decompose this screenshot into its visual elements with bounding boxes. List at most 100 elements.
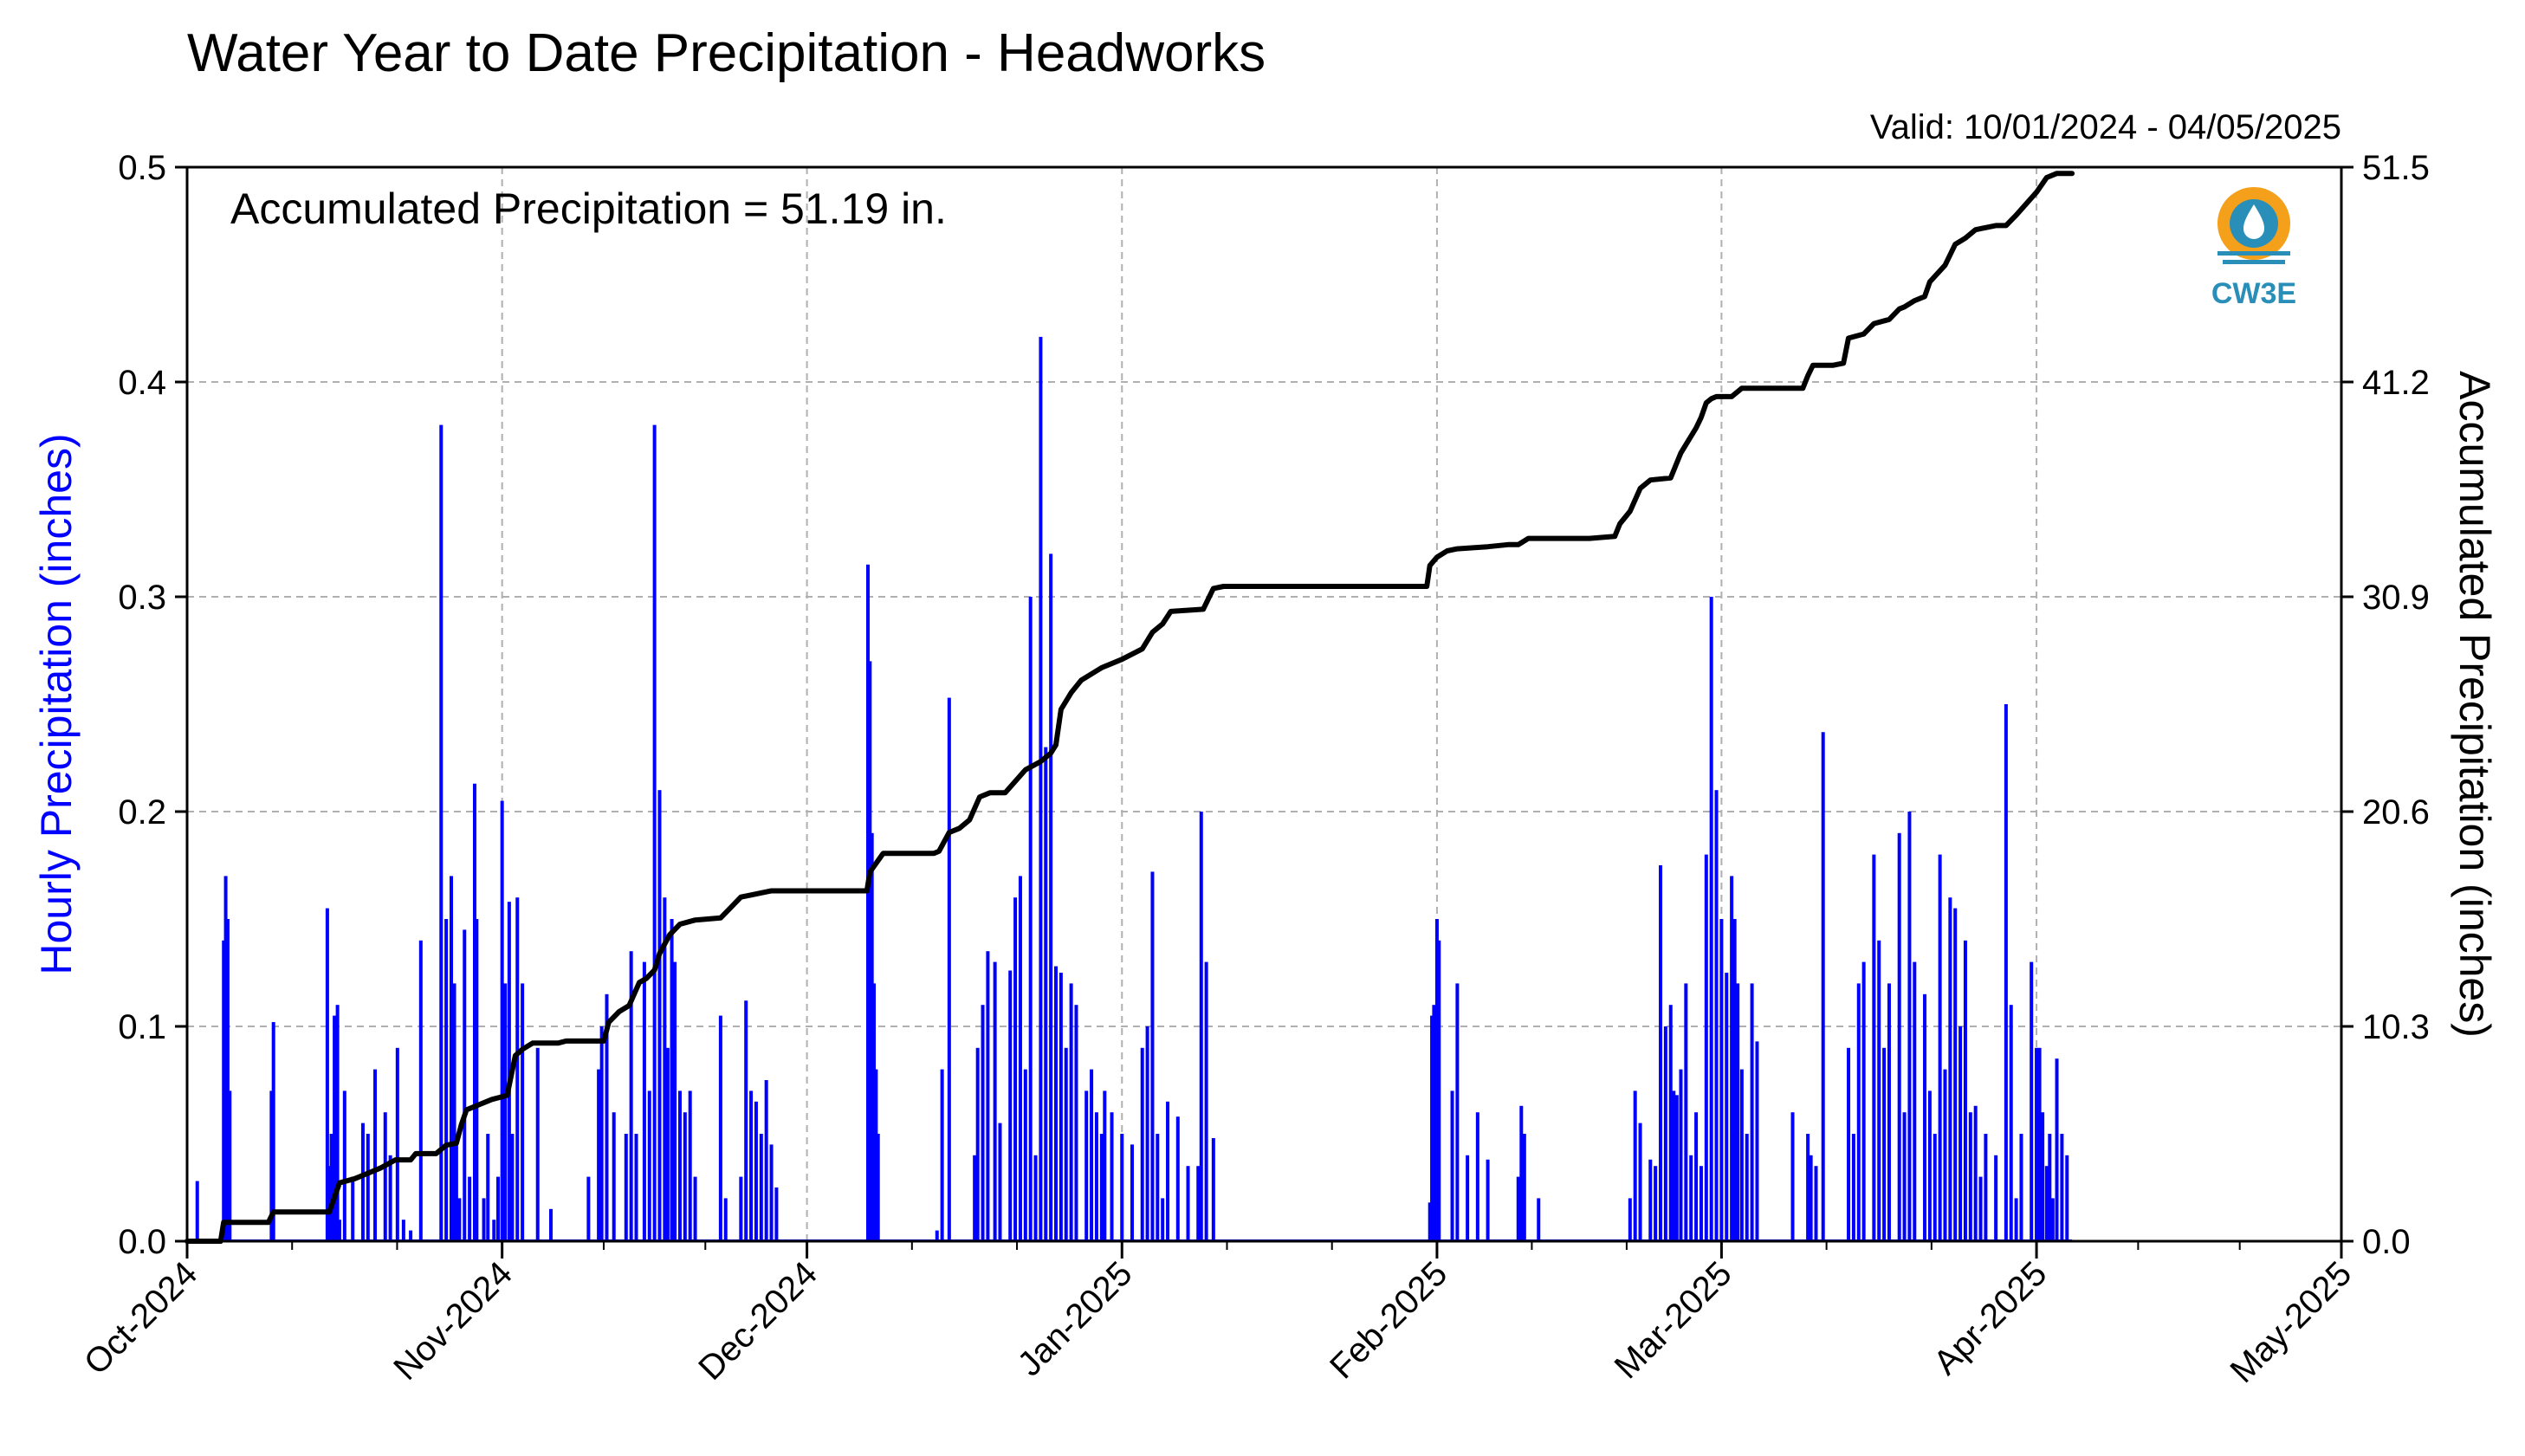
hourly-bar (612, 1112, 616, 1241)
hourly-bar (450, 876, 454, 1241)
hourly-bar (973, 1155, 977, 1241)
hourly-bar (1948, 897, 1952, 1241)
hourly-bar (1059, 973, 1063, 1241)
hourly-bar (1745, 1134, 1749, 1241)
hourly-bar (1150, 871, 1155, 1241)
y-right-tick-label: 41.2 (2362, 364, 2430, 402)
hourly-bar (2044, 1166, 2049, 1241)
hourly-bar (475, 919, 479, 1241)
hourly-bar (337, 1220, 341, 1241)
hourly-bar (383, 1112, 387, 1241)
y-right-tick-label: 10.3 (2362, 1008, 2430, 1046)
hourly-bar (439, 424, 443, 1242)
hourly-bar (677, 1090, 682, 1241)
hourly-bar (2019, 1134, 2023, 1241)
hourly-bar (1140, 1047, 1144, 1241)
hourly-bar (872, 983, 877, 1241)
hourly-bar (1968, 1112, 1972, 1241)
hourly-bar (605, 993, 609, 1241)
logo-text: CW3E (2211, 277, 2296, 310)
hourly-bar (1907, 812, 1912, 1241)
hourly-bar (1672, 1090, 1676, 1241)
hourly-bar (876, 1134, 880, 1241)
hourly-bar (223, 876, 228, 1241)
hourly-bar (1973, 1105, 1978, 1241)
y-left-tick-label: 0.3 (118, 579, 166, 617)
hourly-bar (454, 1134, 458, 1241)
hourly-bar (1074, 1005, 1078, 1241)
hourly-bar (1486, 1159, 1490, 1241)
hourly-bar (1110, 1112, 1114, 1241)
hourly-bar (1434, 919, 1439, 1241)
hourly-bar (1732, 919, 1737, 1241)
hourly-bar (634, 1134, 638, 1241)
y-right-tick-label: 51.5 (2362, 149, 2430, 187)
hourly-bar (1978, 1176, 1983, 1241)
hourly-bar (1430, 1015, 1434, 1241)
hourly-bar (468, 1176, 472, 1241)
hourly-bar (657, 790, 662, 1241)
hourly-bar (1039, 336, 1043, 1241)
hourly-bar (521, 983, 525, 1241)
hourly-bar (1064, 1047, 1068, 1241)
hourly-bar (663, 897, 667, 1241)
y-left-tick-label: 0.1 (118, 1008, 166, 1046)
hourly-bar (271, 1022, 275, 1241)
y-left-tick-label: 0.2 (118, 793, 166, 832)
hourly-bar (1475, 1112, 1479, 1241)
cw3e-logo: CW3E (2211, 187, 2296, 310)
hourly-bar (749, 1090, 754, 1241)
hourly-bar (472, 783, 476, 1241)
hourly-bar (2004, 704, 2008, 1241)
hourly-bar (1519, 1105, 1524, 1241)
hourly-bar (1704, 854, 1708, 1241)
hourly-bar (507, 902, 511, 1241)
hourly-bar (1933, 1134, 1937, 1241)
y-left-tick-label: 0.4 (118, 364, 166, 402)
hourly-bar (1466, 1155, 1470, 1241)
hourly-bar (935, 1230, 939, 1241)
hourly-bar (401, 1220, 405, 1241)
hourly-bar (2048, 1134, 2052, 1241)
hourly-bar (764, 1080, 768, 1241)
hourly-bar (373, 1069, 378, 1241)
hourly-bar (1730, 876, 1734, 1241)
hourly-bar (1861, 961, 1866, 1241)
hourly-bar (1856, 983, 1861, 1241)
y-right-tick-label: 0.0 (2362, 1223, 2411, 1261)
hourly-bar (759, 1134, 763, 1241)
hourly-bar (642, 961, 646, 1241)
hourly-bar (335, 1005, 340, 1241)
hourly-bar (1902, 1112, 1907, 1241)
hourly-bar (1953, 908, 1958, 1241)
hourly-bar (1522, 1134, 1526, 1241)
hourly-bar (1161, 1198, 1165, 1241)
hourly-bar (1638, 1123, 1642, 1241)
hourly-bar (1120, 1134, 1124, 1241)
hourly-bar (452, 983, 456, 1241)
logo-wave-1 (2217, 251, 2290, 256)
hourly-bar (1694, 1112, 1699, 1241)
hourly-bar (2037, 1047, 2042, 1241)
y-left-tick-label: 0.0 (118, 1223, 166, 1261)
hourly-bar (1851, 1134, 1855, 1241)
hourly-bar (693, 1176, 697, 1241)
hourly-bar (1196, 1166, 1201, 1241)
hourly-bar (1023, 1069, 1027, 1241)
hourly-bar (1008, 970, 1013, 1241)
hourly-bar (1211, 1137, 1215, 1241)
hourly-bar (225, 919, 230, 1241)
hourly-bar (947, 697, 951, 1241)
hourly-bar (329, 1134, 333, 1241)
hourly-bar (865, 564, 870, 1241)
hourly-bar (2065, 1155, 2069, 1241)
hourly-bar (1084, 1090, 1089, 1241)
hourly-bar (986, 951, 990, 1241)
hourly-bar (1186, 1166, 1190, 1241)
hourly-bar (769, 1144, 774, 1241)
hourly-bar (652, 424, 657, 1242)
hourly-bar (1809, 1155, 1813, 1241)
hourly-bar (1204, 961, 1208, 1241)
hourly-bar (1145, 1026, 1149, 1241)
